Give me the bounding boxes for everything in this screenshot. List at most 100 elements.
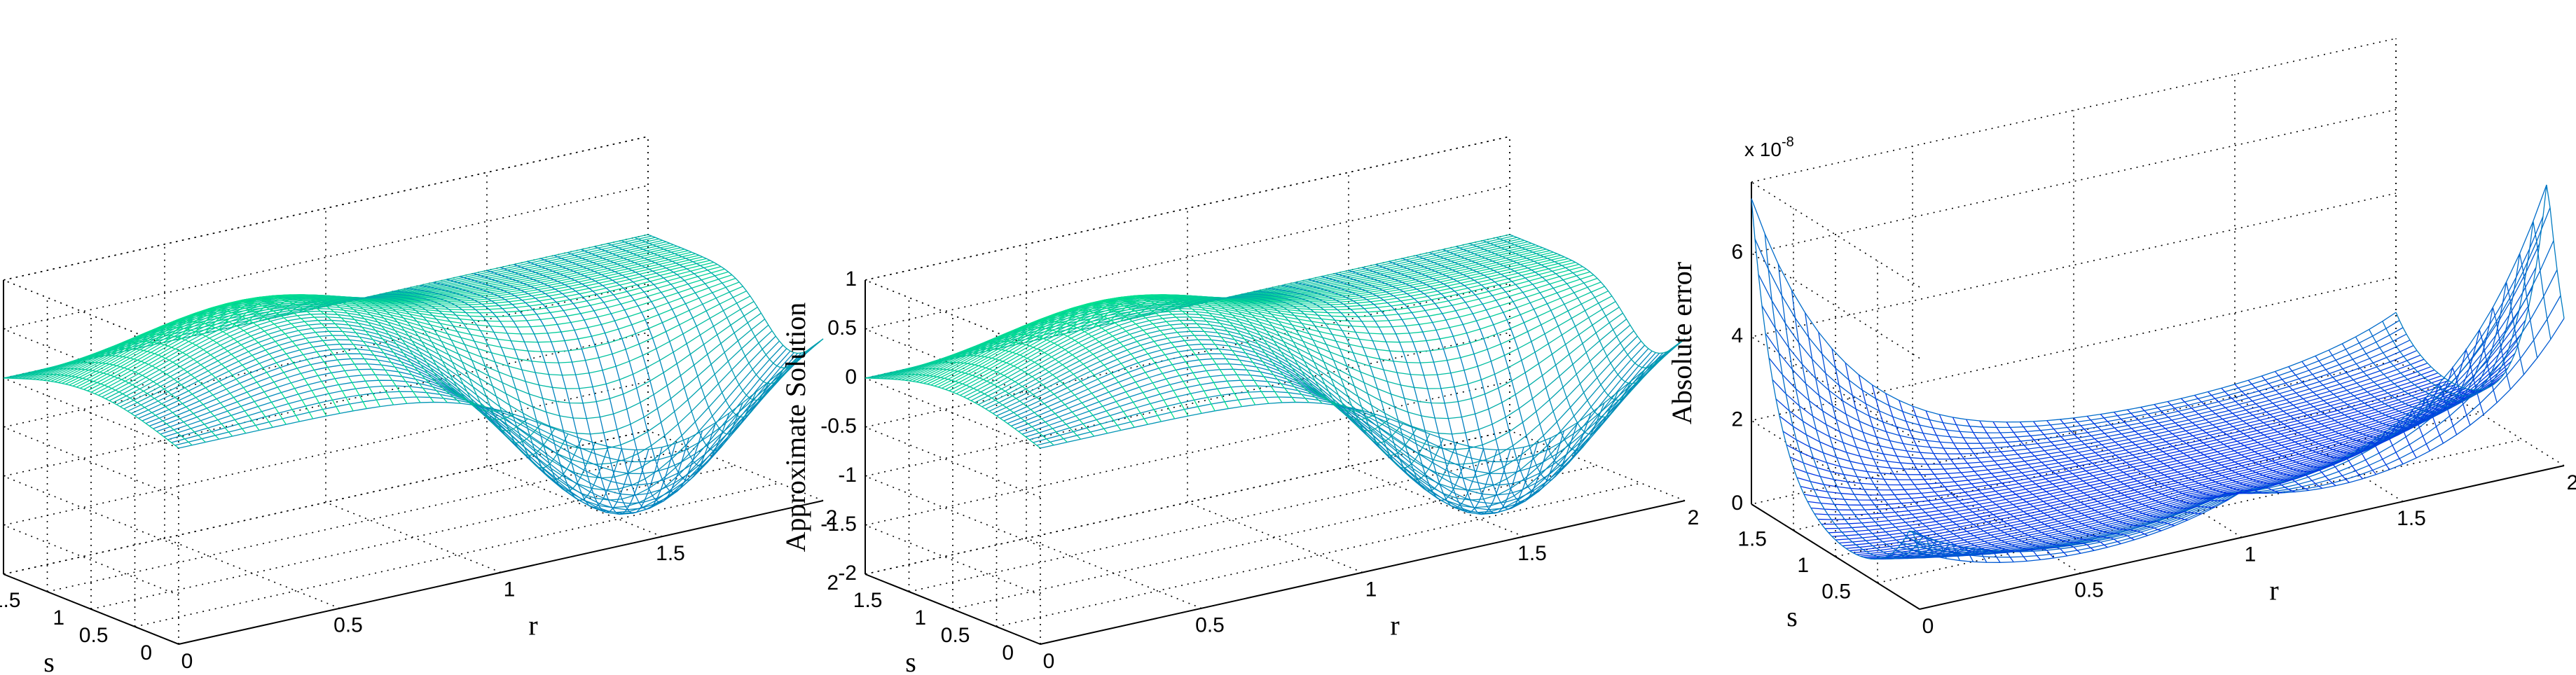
x-axis-label: r (1390, 609, 1399, 641)
mesh-line-r (460, 276, 636, 513)
mesh-line-r (1777, 264, 1947, 559)
mesh-line-r (124, 320, 301, 422)
mesh-line-r (258, 294, 434, 403)
mesh-line-r (1187, 297, 1363, 412)
mesh-line-r (1415, 255, 1592, 467)
grid-line-floor-y (90, 465, 736, 610)
mesh-line-r (2032, 421, 2202, 515)
z-tick-label: 0 (845, 366, 857, 389)
z-tick-label: -0.5 (820, 415, 857, 438)
mesh-line-r (945, 340, 1122, 431)
mesh-line-r (621, 239, 797, 384)
axes-box (863, 136, 1686, 645)
grid-line-floor-y (47, 447, 692, 592)
mesh-line-r (2315, 348, 2484, 424)
surface-mesh (3, 234, 824, 515)
mesh-line-r (567, 252, 743, 452)
mesh-line-r (999, 314, 1176, 419)
mesh-line-r (918, 355, 1095, 437)
mesh-line-r (1241, 293, 1417, 457)
exponent-power: -8 (1782, 134, 1794, 150)
mesh-line-r (325, 297, 502, 412)
axis-line (865, 573, 1041, 645)
mesh-line-r (2006, 422, 2175, 527)
mesh-line-r (2207, 391, 2377, 475)
mesh-line-r (298, 296, 475, 406)
mesh-line-r (1402, 258, 1578, 481)
mesh-line-r (2395, 184, 2565, 391)
mesh-line-r (647, 234, 824, 354)
mesh-line-r (1979, 420, 2149, 536)
mesh-line-s (11, 237, 656, 379)
mesh-line-r (151, 309, 327, 417)
axis-line (3, 573, 179, 645)
mesh-line-r (1442, 249, 1618, 435)
y-tick-label: 1.5 (853, 589, 883, 612)
mesh-line-r (1952, 417, 2121, 545)
mesh-line-r (2301, 361, 2471, 429)
mesh-line-r (1308, 279, 1485, 508)
mesh-line-s (163, 349, 809, 496)
mesh-line-r (30, 368, 206, 443)
mesh-line-r (1428, 252, 1605, 452)
mesh-line-r (1496, 237, 1672, 369)
mesh-line-r (2288, 366, 2458, 436)
mesh-line-r (2073, 417, 2243, 499)
mesh-line-r (1026, 305, 1202, 414)
grid-line-floor-y (909, 447, 1554, 592)
mesh-line-s (872, 237, 1517, 379)
x-tick-label: 1 (2245, 543, 2257, 566)
mesh-line-r (2180, 398, 2350, 483)
x-tick-label: 1.5 (2397, 507, 2426, 530)
x-tick-label: 0.5 (1195, 614, 1225, 637)
mesh-line-r (1389, 260, 1565, 494)
mesh-line-s (1915, 295, 2561, 558)
mesh-line-r (2341, 307, 2511, 413)
y-tick-label: 0.5 (1821, 580, 1851, 603)
mesh-line-r (57, 355, 233, 437)
mesh-line-r (2060, 419, 2229, 504)
y-tick-label: 0.5 (79, 624, 109, 647)
mesh-line-r (553, 255, 730, 467)
mesh-line-r (271, 295, 448, 403)
mesh-line-r (1992, 421, 2162, 531)
mesh-line-r (1039, 301, 1215, 412)
y-axis-label: s (43, 646, 55, 675)
x-tick-label: 0 (1043, 650, 1055, 673)
mesh-line-r (1764, 233, 1934, 559)
x-tick-label: 2 (1688, 506, 1700, 529)
mesh-line-r (972, 327, 1148, 425)
mesh-line-r (97, 333, 273, 428)
grid-line-floor-y (952, 465, 1598, 610)
mesh-line-r (1133, 295, 1309, 403)
mesh-line-r (500, 267, 676, 510)
mesh-line-r (1456, 246, 1632, 418)
mesh-line-r (1348, 270, 1524, 514)
mesh-line-r (2167, 401, 2336, 487)
axis-line (1751, 503, 1920, 610)
mesh-line-s (1887, 287, 2533, 558)
mesh-line-r (1805, 312, 1974, 562)
mesh-line-r (2275, 371, 2444, 444)
z-tick-label: 1 (845, 267, 857, 291)
mesh-line-r (607, 243, 784, 401)
z-tick-label: -2 (838, 562, 857, 585)
mesh-line-r (1147, 295, 1323, 404)
grid-line-floor-x (2234, 396, 2404, 502)
mesh-line-r (379, 293, 556, 457)
x-tick-label: 0.5 (2074, 579, 2104, 602)
grid-line-floor-x (486, 466, 663, 537)
mesh-line-r (205, 296, 381, 407)
y-tick-label: 0 (1002, 641, 1014, 664)
mesh-line-r (2019, 422, 2189, 521)
grid-line-floor-x (1348, 466, 1524, 537)
mesh-line-r (540, 258, 717, 481)
mesh-line-r (1871, 384, 2041, 560)
x-axis-label: r (2269, 574, 2278, 606)
exponent-base: x 10 (1744, 139, 1782, 160)
x-tick-label: 1.5 (656, 542, 685, 565)
x-tick-label: 2 (2567, 471, 2576, 494)
mesh-line-r (1899, 400, 2068, 557)
surface-mesh (865, 234, 1686, 515)
